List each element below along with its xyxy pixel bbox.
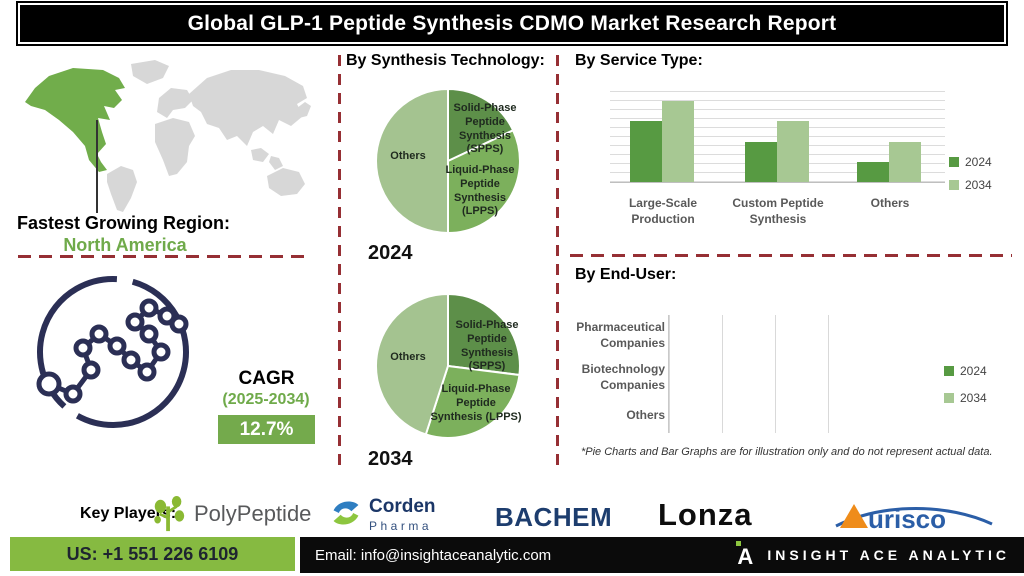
map-indonesia — [269, 156, 283, 170]
service-type-heading: By Service Type: — [575, 52, 703, 69]
pie-chart-2034: Solid-Phase Peptide Synthesis (SPPS) Liq… — [373, 291, 523, 441]
corden-sub-wordmark: Pharma — [369, 519, 433, 533]
region-label: Fastest Growing Region: — [17, 213, 231, 233]
green-dot-icon — [736, 541, 742, 546]
pie-2024-graphic — [375, 87, 521, 235]
synthesis-technology-section: By Synthesis Technology: Solid-Phase Pep… — [330, 48, 565, 478]
legend-item-2024: 2024 — [949, 155, 992, 169]
legend-label: 2034 — [960, 391, 987, 405]
end-user-heading: By End-User: — [575, 266, 677, 283]
legend-swatch-2024 — [944, 366, 954, 376]
map-europe — [157, 88, 193, 118]
category-label: Others — [870, 196, 910, 210]
bar-2024-others — [857, 161, 889, 182]
pie-year-2034: 2034 — [368, 448, 413, 470]
pie-slice-label-spps: Solid-Phase Peptide Synthesis (SPPS) — [453, 102, 517, 156]
page-title: Global GLP-1 Peptide Synthesis CDMO Mark… — [187, 11, 837, 35]
footer-phone: US: +1 551 226 6109 — [66, 543, 239, 564]
corden-swoosh-icon — [333, 501, 359, 525]
pie-slice-label-lpps: Liquid-Phase Peptide Synthesis (LPPS) — [445, 164, 515, 218]
cagr-period: (2025-2034) — [222, 391, 310, 408]
disclaimer-note: *Pie Charts and Bar Graphs are for illus… — [581, 446, 993, 458]
pie-year-2024: 2024 — [368, 242, 413, 264]
aurisco-arc-icon: urisco — [835, 504, 993, 534]
logo-polypeptide: PolyPeptide — [150, 494, 311, 534]
map-japan — [297, 102, 311, 118]
category-label: Others — [626, 408, 665, 422]
pie-chart-2024: Solid-Phase Peptide Synthesis (SPPS) Liq… — [373, 86, 523, 236]
legend-swatch-2024 — [949, 157, 959, 167]
map-greenland — [131, 60, 169, 84]
divider-vertical-1 — [338, 55, 341, 465]
logo-corden-pharma: Corden Pharma — [330, 497, 436, 533]
divider-vertical-2 — [556, 55, 559, 465]
service-type-bar-chart — [610, 91, 945, 183]
brand-block: A INSIGHT ACE ANALYTIC — [735, 541, 1010, 569]
legend-label: 2034 — [965, 178, 992, 192]
logo-lonza: Lonza — [658, 497, 753, 532]
map-africa — [155, 118, 195, 176]
bar-group-custom-peptide — [745, 90, 809, 182]
pie-slice-label-lpps: Liquid-Phase Peptide Synthesis (LPPS) — [430, 383, 522, 423]
legend-item-2024: 2024 — [944, 364, 987, 378]
legend-label: 2024 — [965, 155, 992, 169]
bar-2034-others — [889, 141, 921, 182]
bar-group-others — [857, 90, 921, 182]
region-value: North America — [63, 235, 187, 255]
bar-2034-custom-peptide — [777, 121, 809, 182]
divider-right — [570, 254, 1012, 257]
category-label: Large-Scale Production — [628, 196, 698, 227]
key-players-label: Key Players: — [80, 505, 177, 522]
polypeptide-tree-icon — [154, 495, 185, 532]
map-se-asia — [251, 148, 269, 162]
footer-phone-box: US: +1 551 226 6109 — [10, 537, 295, 571]
footer-bar: Email: info@insightaceanalytic.com A INS… — [300, 537, 1024, 573]
pie-slice-label-others: Others — [390, 351, 426, 363]
bar-2024-large-scale — [630, 121, 662, 182]
map-australia — [267, 168, 305, 196]
bar-group-large-scale — [630, 90, 694, 182]
bar-2024-custom-peptide — [745, 142, 777, 182]
logo-aurisco: urisco — [834, 494, 994, 539]
category-label: Custom Peptide Synthesis — [732, 196, 824, 227]
legend-label: 2024 — [960, 364, 987, 378]
map-asia — [189, 70, 307, 146]
map-pointer-line — [96, 120, 98, 213]
footer-email: Email: info@insightaceanalytic.com — [315, 546, 552, 564]
polypeptide-wordmark: PolyPeptide — [194, 501, 312, 526]
logo-bachem: BACHEM — [495, 502, 613, 532]
brand-name: INSIGHT ACE ANALYTIC — [767, 547, 1010, 563]
category-label: Biotechnology Companies — [581, 362, 665, 392]
world-map — [25, 60, 311, 212]
aurisco-wordmark: urisco — [868, 504, 946, 534]
pie-slice-label-others: Others — [390, 150, 426, 162]
peptide-molecule-icon — [36, 276, 189, 428]
cagr-value-badge: 12.7% — [218, 415, 315, 444]
pie-slice-label-spps: Solid-Phase Peptide Synthesis (SPPS) — [455, 319, 519, 373]
bar-2034-large-scale — [662, 101, 694, 182]
category-label: Pharmaceutical Companies — [576, 320, 665, 350]
legend-item-2034: 2034 — [949, 178, 992, 192]
legend-swatch-2034 — [949, 180, 959, 190]
divider-left — [18, 255, 310, 258]
corden-wordmark: Corden — [369, 496, 436, 517]
end-user-bar-chart — [668, 315, 880, 433]
legend-swatch-2034 — [944, 393, 954, 403]
map-north-america-highlight — [25, 68, 125, 172]
left-column: Fastest Growing Region: North America CA… — [15, 50, 315, 490]
insight-ace-a-icon: A — [735, 541, 755, 569]
legend-item-2034: 2034 — [944, 391, 987, 405]
map-south-america — [107, 166, 137, 212]
synthesis-heading: By Synthesis Technology: — [346, 52, 545, 69]
cagr-label: CAGR — [238, 368, 295, 389]
title-bar: Global GLP-1 Peptide Synthesis CDMO Mark… — [16, 1, 1008, 46]
right-column: By Service Type: Large-Scale Production … — [565, 48, 1024, 478]
pie-2034-graphic — [374, 292, 521, 439]
